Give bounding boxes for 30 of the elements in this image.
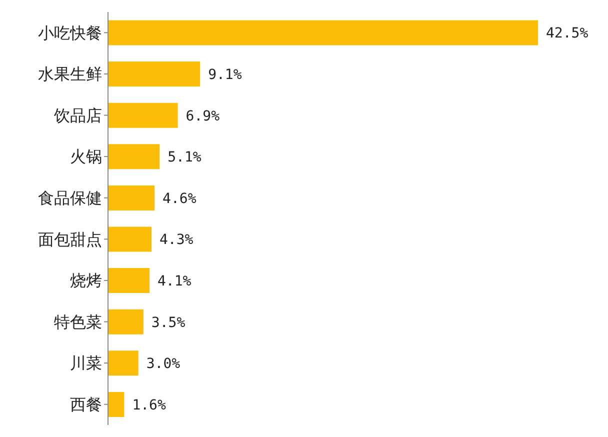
data-label: 5.1% xyxy=(168,150,202,166)
y-tick-label: 食品保健 xyxy=(38,188,102,208)
y-tick-label: 小吃快餐 xyxy=(38,23,102,42)
y-tick-label: 饮品店 xyxy=(53,106,102,125)
data-label: 9.1% xyxy=(208,67,242,84)
data-label: 3.5% xyxy=(151,314,186,331)
y-tick-label: 川菜 xyxy=(70,354,102,373)
data-label: 1.6% xyxy=(132,397,166,414)
bar xyxy=(108,185,155,210)
bar xyxy=(108,226,152,252)
y-tick-label: 烧烤 xyxy=(70,271,102,290)
bar xyxy=(108,392,124,417)
y-tick-label: 西餐 xyxy=(70,395,102,414)
y-tick-label: 特色菜 xyxy=(54,312,102,332)
bar xyxy=(108,102,178,128)
y-tick-label: 水果生鲜 xyxy=(38,64,102,84)
data-label: 4.6% xyxy=(162,190,197,207)
data-label: 4.3% xyxy=(160,232,194,248)
y-tick-label: 火锅 xyxy=(70,147,102,166)
bar xyxy=(108,144,160,170)
y-tick-label: 面包甜点 xyxy=(38,230,102,249)
data-label: 3.0% xyxy=(146,356,181,372)
data-label: 42.5% xyxy=(546,26,589,42)
bar xyxy=(108,309,144,334)
bar xyxy=(108,350,138,376)
bar xyxy=(108,62,200,87)
bar xyxy=(108,268,150,294)
data-label: 4.1% xyxy=(157,274,192,290)
data-label: 6.9% xyxy=(186,108,220,124)
bar xyxy=(108,20,538,46)
